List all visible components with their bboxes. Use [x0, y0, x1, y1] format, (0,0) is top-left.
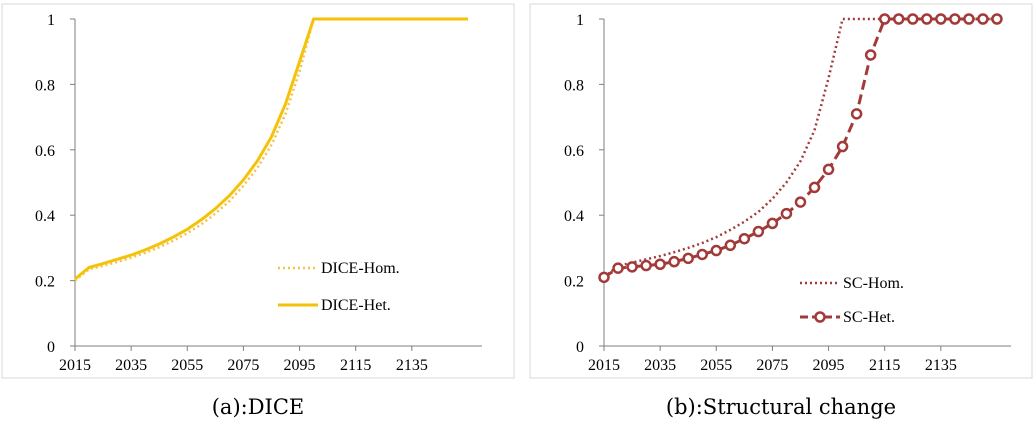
x-tick-label: 2095: [813, 357, 845, 374]
x-tick-label: 2015: [588, 357, 620, 374]
y-tick-label: 0.6: [564, 143, 584, 160]
y-tick-label: 0.8: [564, 77, 584, 94]
panel-frame: [529, 3, 1033, 379]
x-tick-label: 2055: [171, 357, 203, 374]
data-point-marker: [864, 49, 877, 61]
data-point-marker: [626, 261, 638, 273]
x-tick-label: 2115: [869, 357, 900, 374]
x-tick-label: 2075: [756, 357, 788, 374]
data-point-marker: [822, 163, 835, 176]
legend-label: SC-Het.: [843, 309, 895, 326]
x-tick-label: 2075: [227, 357, 259, 374]
data-point-marker: [991, 13, 1003, 25]
x-tick-label: 2035: [644, 357, 676, 374]
data-point-marker: [752, 225, 765, 238]
legend-label: DICE-Hom.: [321, 260, 400, 277]
x-tick-label: 2115: [340, 357, 371, 374]
x-tick-label: 2135: [925, 357, 957, 374]
panel-caption: (a):DICE: [212, 395, 305, 419]
data-point-marker: [598, 271, 610, 284]
y-tick-label: 0: [47, 339, 55, 356]
x-tick-label: 2135: [396, 357, 428, 374]
data-point-marker: [977, 13, 989, 25]
data-point-marker: [921, 13, 933, 25]
y-tick-label: 1: [576, 12, 584, 29]
y-tick-label: 0.8: [35, 77, 55, 94]
y-tick-label: 0.2: [564, 274, 584, 291]
data-point-marker: [850, 108, 863, 120]
data-point-marker: [654, 258, 666, 270]
y-tick-label: 0.4: [35, 208, 55, 225]
legend-label: SC-Hom.: [843, 275, 904, 292]
data-point-marker: [724, 239, 737, 252]
legend-label: DICE-Het.: [321, 297, 391, 314]
data-point-marker: [696, 248, 708, 261]
x-tick-label: 2035: [115, 357, 147, 374]
series-line-dice-het: [74, 17, 468, 281]
data-point-marker: [808, 181, 821, 194]
data-point-marker: [682, 252, 694, 265]
data-point-marker: [780, 207, 793, 220]
data-point-marker: [907, 13, 919, 25]
data-point-marker: [892, 13, 905, 25]
y-tick-label: 0.2: [35, 274, 55, 291]
y-tick-label: 0.6: [35, 143, 55, 160]
data-point-marker: [963, 13, 975, 25]
data-point-marker: [710, 244, 723, 257]
panel-dice: 0 0.2 0.4 0.6 0.8 1 2015 2035 2055 2075 2095 2115 21…: [1, 3, 515, 419]
x-tick-label: 2055: [700, 357, 732, 374]
data-point-marker: [878, 13, 891, 25]
panel-caption: (b):Structural change: [666, 395, 896, 419]
data-point-marker: [738, 232, 751, 245]
x-tick-label: 2095: [284, 357, 316, 374]
data-point-marker: [949, 13, 961, 25]
y-tick-label: 0.4: [564, 208, 584, 225]
data-point-marker: [836, 140, 849, 153]
series-line-sc-hom: [603, 17, 997, 279]
data-point-marker: [935, 13, 947, 25]
x-tick-label: 2015: [59, 357, 91, 374]
y-tick-label: 0: [576, 339, 584, 356]
data-point-marker: [668, 255, 680, 268]
data-point-marker: [612, 262, 624, 274]
data-point-marker: [766, 217, 779, 230]
series-line-sc-het: [603, 17, 997, 279]
data-point-marker: [794, 196, 807, 208]
series-line-dice-hom: [74, 17, 468, 282]
y-tick-label: 1: [47, 12, 55, 29]
panel-structural-change: 0 0.2 0.4 0.6 0.8 1 2015 2035 2055 2075 2095 2115 21…: [529, 3, 1033, 419]
legend-marker: [814, 311, 826, 323]
panel-frame: [1, 3, 515, 379]
data-point-marker: [640, 259, 652, 272]
